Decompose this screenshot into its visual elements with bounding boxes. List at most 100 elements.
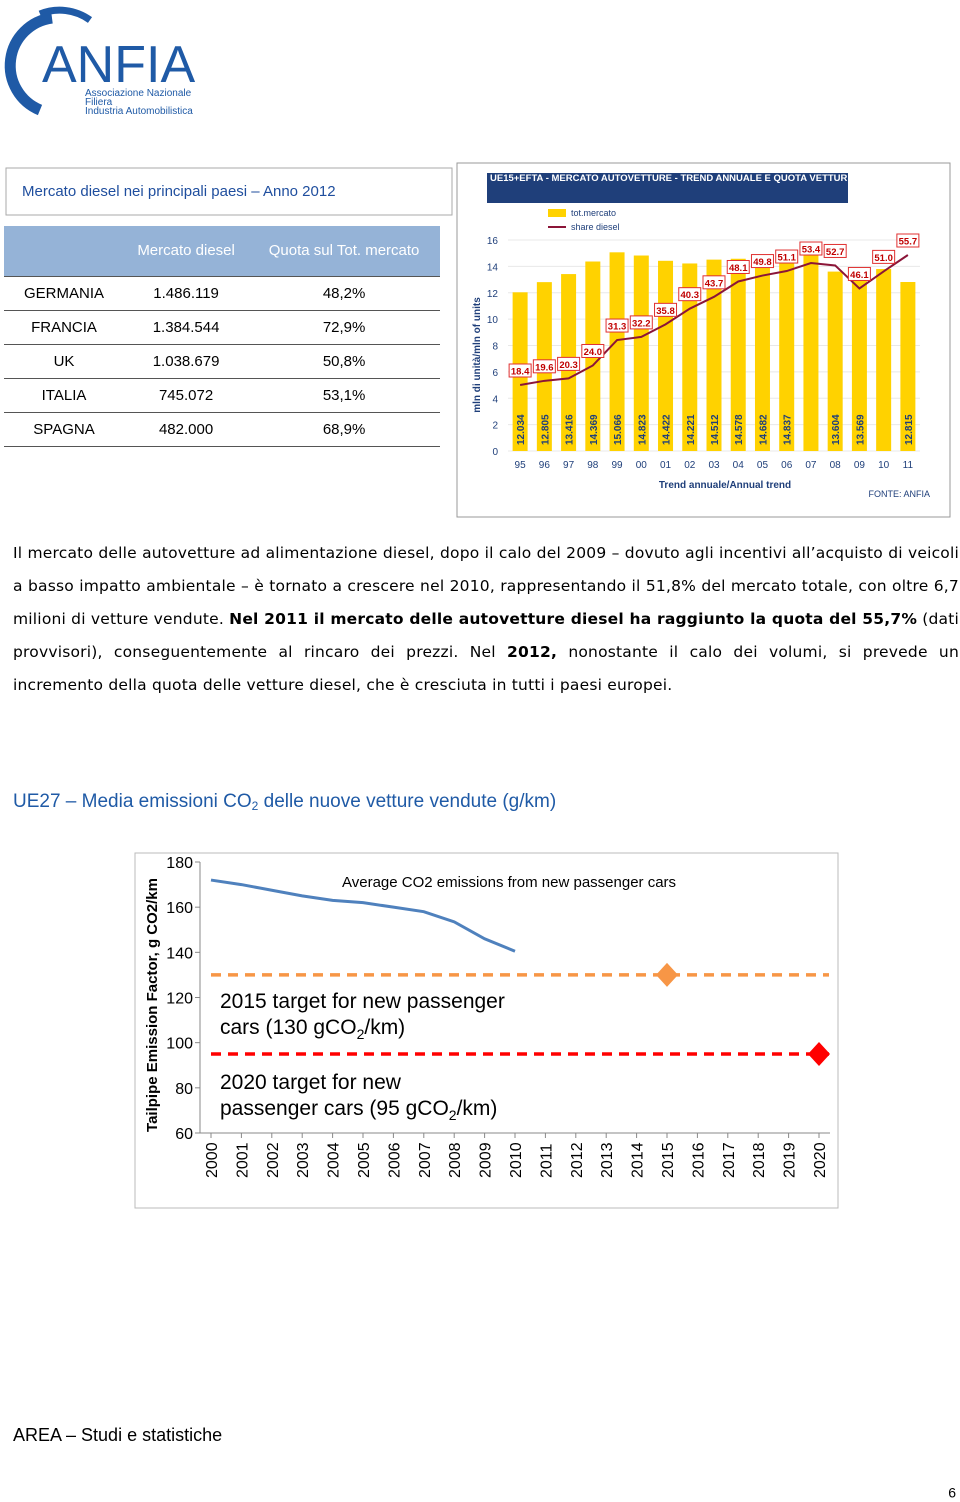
header-cell: Mercato diesel	[124, 226, 249, 277]
chart-frame	[134, 852, 839, 1209]
table-cell: FRANCIA	[4, 310, 124, 345]
share-label-box	[799, 241, 823, 256]
share-label: 19.6	[535, 362, 554, 373]
y-tick-label: 0	[492, 447, 498, 458]
share-label-box	[678, 287, 702, 302]
share-label: 40.3	[681, 290, 700, 301]
share-label: 24.0	[584, 347, 603, 358]
share-label-box	[775, 249, 799, 264]
bar	[803, 247, 819, 451]
y-tick-label: 4	[492, 394, 498, 405]
bar-value-label: 14.369	[589, 414, 600, 445]
share-label: 35.8	[656, 306, 675, 317]
legend-swatch	[548, 209, 566, 217]
share-label: 46.1	[850, 270, 869, 281]
legend-label: tot.mercato	[571, 208, 616, 218]
x-tick-label: 03	[708, 460, 720, 471]
logo-name: ANFIA	[42, 36, 195, 94]
bar-value-label: 13.416	[565, 414, 576, 445]
text-run: nonostante il calo dei volumi, si preved…	[13, 643, 959, 694]
x-axis-label: Trend annuale/Annual trend	[659, 480, 791, 491]
legend-label: share diesel	[571, 222, 620, 232]
x-tick-label: 04	[733, 460, 745, 471]
target-marker	[808, 1041, 830, 1066]
share-label: 55.7	[899, 237, 918, 248]
share-label-box	[654, 302, 678, 317]
y-tick-label: 160	[166, 900, 193, 917]
bar-value-label: 14.422	[662, 414, 673, 445]
share-label-box	[726, 259, 750, 274]
bar	[754, 257, 770, 451]
bar	[851, 272, 867, 451]
chart-title: Average CO2 emissions from new passenger…	[342, 874, 676, 891]
page-number: 6	[948, 1485, 956, 1501]
x-tick-label: 07	[805, 460, 817, 471]
y-tick-label: 8	[492, 342, 498, 353]
table-cell: 1.486.119	[124, 276, 249, 311]
table-cell: GERMANIA	[4, 276, 124, 311]
bar	[706, 259, 722, 451]
x-tick-label: 10	[878, 460, 890, 471]
text-run: (dati provvisori), conseguentemente al r…	[13, 610, 959, 661]
bar-value-label: 14.578	[734, 414, 745, 445]
x-tick-label: 2019	[782, 1142, 799, 1178]
bar-value-label: 14.221	[686, 414, 697, 445]
x-tick-label: 2013	[599, 1142, 616, 1178]
bar	[876, 269, 892, 451]
share-label-box	[896, 233, 920, 248]
share-label-box	[557, 356, 581, 371]
bar	[779, 255, 795, 451]
text-run: Nel 2011 il mercato delle autovetture di…	[229, 610, 918, 628]
x-tick-label: 02	[684, 460, 696, 471]
share-label: 31.3	[608, 322, 627, 333]
paragraph: Il mercato delle autovetture ad alimenta…	[13, 537, 959, 702]
share-label: 51.1	[777, 253, 796, 264]
share-label-box	[847, 266, 871, 281]
share-label: 51.0	[874, 253, 893, 264]
table-row: SPAGNA 482.000 68,9%	[4, 412, 440, 447]
x-tick-label: 96	[539, 460, 551, 471]
x-tick-label: 2000	[204, 1142, 221, 1178]
target-marker	[656, 962, 678, 987]
share-label-box	[629, 315, 653, 330]
y-axis-label: mln di unità/mln of units	[472, 297, 483, 413]
chart-title-bar	[487, 173, 848, 203]
bar-value-label: 13.569	[855, 414, 866, 445]
share-line	[519, 254, 909, 386]
x-tick-label: 2001	[234, 1142, 251, 1178]
y-tick-label: 16	[487, 236, 499, 247]
bar-value-label: 14.837	[783, 414, 794, 445]
share-label-box	[605, 318, 629, 333]
share-label-box	[823, 243, 847, 258]
table-cell: 50,8%	[248, 344, 440, 379]
y-tick-label: 180	[166, 855, 193, 872]
bar-value-label: 15.066	[613, 414, 624, 445]
table-title: Mercato diesel nei principali paesi – An…	[22, 183, 336, 200]
x-tick-label: 2008	[447, 1142, 464, 1178]
table-cell: ITALIA	[4, 378, 124, 413]
x-tick-label: 2016	[690, 1142, 707, 1178]
logo-arc	[38, 6, 93, 23]
bar-value-label: 12.034	[516, 414, 527, 445]
emission-line	[210, 878, 516, 953]
x-tick-label: 99	[611, 460, 623, 471]
diesel-table: Mercato diesel Quota sul Tot. mercato GER…	[4, 226, 440, 447]
share-label: 18.4	[511, 367, 530, 378]
target-annotation: passenger cars (95 gCO2/km)	[220, 1097, 497, 1123]
bar	[730, 258, 746, 451]
text-run: Il mercato delle autovetture ad alimenta…	[13, 544, 959, 628]
share-label-box	[532, 359, 556, 374]
section-heading: UE27 – Media emissioni CO2 delle nuove v…	[13, 791, 556, 813]
x-tick-label: 2011	[538, 1143, 555, 1178]
y-tick-label: 6	[492, 368, 498, 379]
x-tick-label: 2005	[356, 1142, 373, 1178]
x-tick-label: 2009	[478, 1142, 495, 1178]
share-label: 48.1	[729, 263, 748, 274]
header-cell: Quota sul Tot. mercato	[248, 226, 440, 277]
logo-arc	[4, 12, 53, 116]
x-tick-label: 2007	[417, 1142, 434, 1178]
share-label: 49.8	[753, 257, 772, 268]
table-cell: 53,1%	[248, 378, 440, 413]
logo-line: Filiera	[85, 97, 113, 108]
